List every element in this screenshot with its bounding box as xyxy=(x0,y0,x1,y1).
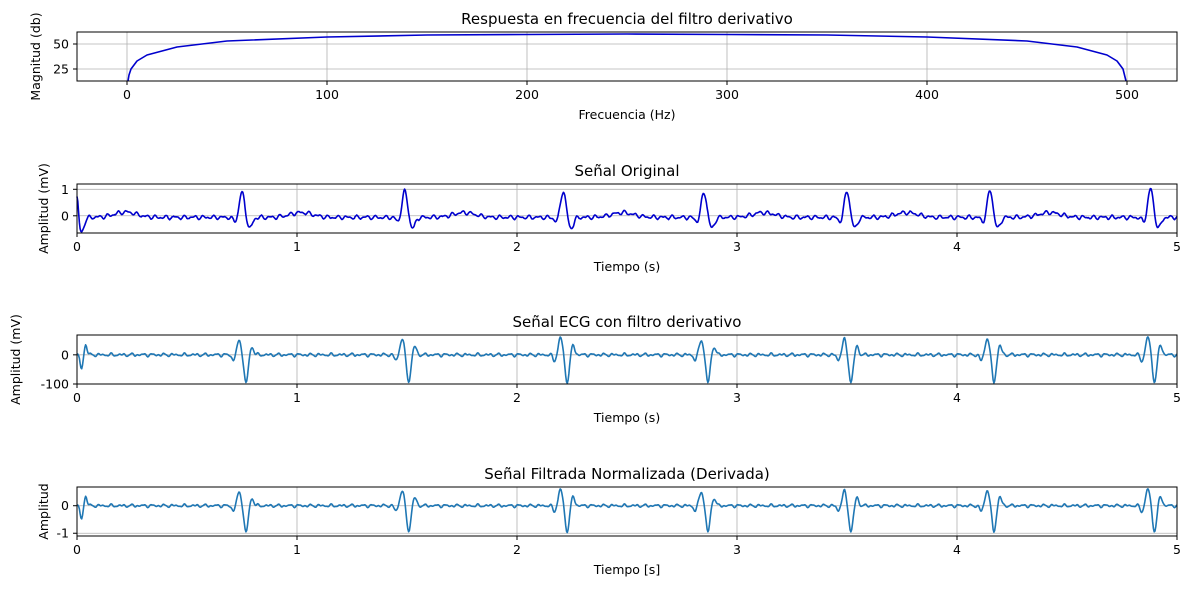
x-tick-label: 3 xyxy=(733,239,741,254)
x-axis-label: Tiempo (s) xyxy=(593,410,660,425)
chart-title: Señal Original xyxy=(574,162,679,180)
axes-frame xyxy=(76,486,1178,537)
x-tick-label: 5 xyxy=(1173,542,1181,557)
x-tick-label: 300 xyxy=(715,87,739,102)
x-tick-label: 1 xyxy=(293,542,301,557)
subplot-4: 0 1 2 3 4 5 -1 0 Señal Filtrada Normalizada (Der… xyxy=(36,465,1181,577)
y-tick-label: -1 xyxy=(57,526,69,541)
chart-title: Señal Filtrada Normalizada (Derivada) xyxy=(484,465,770,483)
y-tick-label: 0 xyxy=(61,208,69,223)
x-tick-label: 3 xyxy=(733,390,741,405)
x-tick-label: 200 xyxy=(515,87,539,102)
x-axis-label: Tiempo (s) xyxy=(593,259,660,274)
x-tick-label: 2 xyxy=(513,390,521,405)
axes-frame xyxy=(76,334,1178,385)
y-tick-label: 50 xyxy=(53,37,69,52)
axes-frame xyxy=(76,31,1178,82)
x-tick-label: 1 xyxy=(293,390,301,405)
subplot-2: 0 1 2 3 4 5 0 1 Señal Original Tiempo (s) Amplitud… xyxy=(36,162,1181,274)
y-tick-label: 25 xyxy=(53,62,69,77)
y-axis-label: Amplitud xyxy=(36,483,51,539)
chart-title: Respuesta en frecuencia del filtro deriv… xyxy=(461,10,793,28)
y-tick-label: 0 xyxy=(61,347,69,362)
x-tick-label: 1 xyxy=(293,239,301,254)
chart-title: Señal ECG con filtro derivativo xyxy=(513,313,742,331)
x-tick-label: 400 xyxy=(915,87,939,102)
y-tick-label: 0 xyxy=(61,498,69,513)
y-tick-label: 1 xyxy=(61,182,69,197)
x-tick-label: 100 xyxy=(315,87,339,102)
x-tick-label: 2 xyxy=(513,542,521,557)
series-line xyxy=(127,33,1127,82)
y-axis-label: Amplitud (mV) xyxy=(36,163,51,254)
x-tick-label: 4 xyxy=(953,542,961,557)
x-tick-label: 2 xyxy=(513,239,521,254)
x-tick-label: 4 xyxy=(953,239,961,254)
y-tick-label: -100 xyxy=(41,377,69,392)
x-tick-label: 0 xyxy=(73,542,81,557)
x-tick-label: 0 xyxy=(73,239,81,254)
x-axis-label: Tiempo [s] xyxy=(593,562,660,577)
subplot-1: 0 100 200 300 400 500 25 50 Respuesta en frecuen… xyxy=(28,10,1178,122)
x-tick-label: 500 xyxy=(1115,87,1139,102)
x-tick-label: 0 xyxy=(73,390,81,405)
y-axis-label: Magnitud (db) xyxy=(28,12,43,100)
axes-frame xyxy=(76,183,1178,234)
series-line xyxy=(76,336,1178,385)
subplot-3: 0 1 2 3 4 5 -100 0 Señal ECG con filtro derivati… xyxy=(8,313,1181,425)
series-line xyxy=(77,488,1178,534)
y-axis-label: Amplitud (mV) xyxy=(8,314,23,405)
x-tick-label: 3 xyxy=(733,542,741,557)
x-tick-label: 4 xyxy=(953,390,961,405)
series-line xyxy=(76,187,1178,233)
x-tick-label: 0 xyxy=(123,87,131,102)
x-tick-label: 5 xyxy=(1173,239,1181,254)
x-tick-label: 5 xyxy=(1173,390,1181,405)
x-axis-label: Frecuencia (Hz) xyxy=(579,107,676,122)
